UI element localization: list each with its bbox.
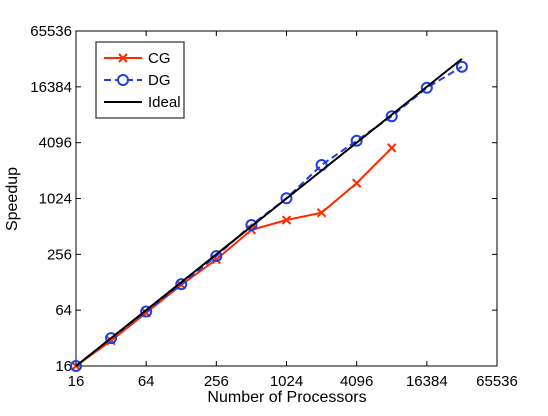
data-point-cg <box>281 215 292 225</box>
legend-marker-cg <box>118 53 128 63</box>
data-point-dg <box>175 278 188 291</box>
data-point-cg <box>316 207 327 218</box>
data-point-cg <box>387 143 397 153</box>
data-point-dg <box>245 219 258 232</box>
x-tick-label: 65536 <box>476 373 518 390</box>
x-axis-label: Number of Processors <box>207 389 366 406</box>
y-tick-label: 64 <box>55 302 72 319</box>
y-tick-label: 16 <box>55 358 72 375</box>
x-tick-label: 1024 <box>270 373 303 390</box>
marker-stroke <box>351 178 362 188</box>
marker-stroke <box>281 215 292 225</box>
data-point-dg <box>420 81 433 94</box>
data-point-dg <box>70 360 82 372</box>
x-tick-label: 64 <box>138 373 155 390</box>
x-tick-label: 4096 <box>340 373 373 390</box>
data-point-dg <box>385 110 398 123</box>
legend-label-cg: CG <box>148 50 171 67</box>
legend-label-ideal: Ideal <box>148 94 181 111</box>
y-tick-label: 1024 <box>39 191 72 208</box>
data-point-dg <box>140 305 153 318</box>
y-tick-label: 16384 <box>30 79 72 96</box>
legend: CG DG Ideal <box>95 41 185 119</box>
series-line-cg <box>75 147 393 367</box>
data-point-cg <box>351 178 362 188</box>
marker-stroke <box>387 143 397 153</box>
y-tick-label: 256 <box>47 246 72 263</box>
data-point-dg <box>210 250 223 263</box>
marker-stroke <box>316 207 327 218</box>
x-tick-label: 256 <box>204 373 229 390</box>
marker-stroke <box>211 254 222 265</box>
x-tick-label: 16384 <box>406 373 448 390</box>
y-tick-label: 4096 <box>39 135 72 152</box>
data-point-dg <box>280 192 293 205</box>
plot-area: 16 64 256 1024 4096 16384 65536 16 64 256 1024 4096… <box>30 23 518 390</box>
series-line-ideal <box>75 58 463 367</box>
y-tick-label: 65536 <box>30 23 72 40</box>
legend-marker-dg <box>117 74 129 86</box>
data-point-dg <box>350 134 363 147</box>
y-axis-label: Speedup <box>4 167 21 231</box>
data-point-dg <box>105 332 118 345</box>
legend-label-dg: DG <box>148 72 171 89</box>
data-point-dg <box>455 60 468 73</box>
x-tick-label: 16 <box>68 373 85 390</box>
